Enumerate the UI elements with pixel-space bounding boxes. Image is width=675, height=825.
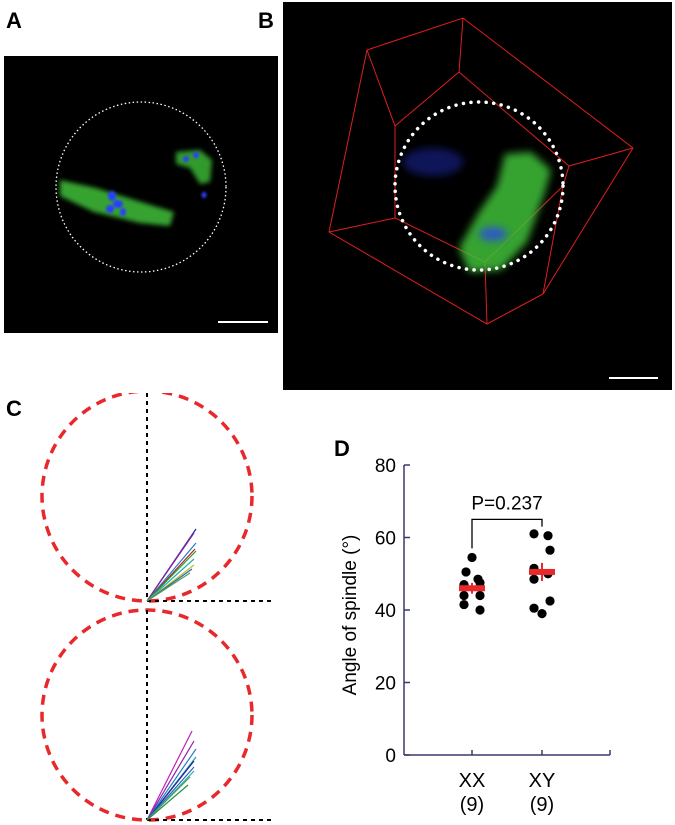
y-tick-label: 20 <box>375 674 396 695</box>
spindle-angle-schematic <box>40 393 272 822</box>
data-point <box>529 603 539 613</box>
x-category-count: (9) <box>530 794 554 816</box>
y-ticks: 0 20 40 60 80 <box>375 456 410 767</box>
data-point <box>475 590 485 601</box>
scale-bar-a <box>218 321 268 323</box>
data-point <box>475 605 485 615</box>
bracket-line <box>471 518 543 549</box>
data-point <box>545 545 555 555</box>
y-tick-label: 80 <box>375 456 396 477</box>
data-point <box>529 529 539 539</box>
micrograph-a <box>4 56 278 333</box>
data-point <box>475 578 485 588</box>
spindle-lines <box>146 730 197 821</box>
y-tick-label: 40 <box>375 601 396 622</box>
chromosomes-blue <box>106 152 207 216</box>
data-point <box>537 609 547 619</box>
x-category-label: XY <box>529 770 556 792</box>
bounding-box <box>328 17 634 325</box>
panel-label-b: B <box>258 8 274 33</box>
panel-label-c: C <box>6 396 22 421</box>
panel-label-d: D <box>334 436 350 461</box>
data-point <box>467 552 477 563</box>
mean-bars <box>459 562 555 594</box>
data-point <box>545 596 555 606</box>
x-category-label: XX <box>459 770 486 792</box>
spindle-green-3d <box>459 152 551 272</box>
data-point <box>543 531 553 541</box>
significance-bracket <box>471 518 543 549</box>
schematic-xx <box>40 393 272 603</box>
oocyte-outline-3d <box>393 100 565 272</box>
panel-label-a: A <box>6 8 22 33</box>
micrograph-b-drawing <box>328 17 634 325</box>
p-value-annotation: P=0.237 <box>471 493 542 514</box>
mean-bar <box>459 585 485 592</box>
y-axis-label: Angle of spindle (°) <box>340 535 361 696</box>
scale-bar-b <box>609 377 658 379</box>
y-tick-label: 60 <box>375 529 396 550</box>
data-point <box>459 599 469 610</box>
x-category-count: (9) <box>460 794 484 816</box>
data-point <box>459 590 469 601</box>
chromatin-blue-3d <box>403 148 507 241</box>
x-tick-labels: XX(9)XY(9) <box>459 770 556 816</box>
mean-bar <box>529 568 555 575</box>
data-point <box>529 574 539 584</box>
data-point <box>461 567 471 577</box>
y-tick-label: 0 <box>385 746 396 767</box>
oocyte-circle <box>40 393 254 603</box>
schematic-xy <box>40 608 272 822</box>
spindle-lines <box>146 528 197 602</box>
micrograph-b <box>283 2 672 390</box>
micrograph-a-drawing <box>55 101 227 273</box>
angle-scatter-chart: 0 20 40 60 80 Angle of spindle (°) P=0.237 X… <box>340 456 611 816</box>
oocyte-outline <box>55 101 227 273</box>
